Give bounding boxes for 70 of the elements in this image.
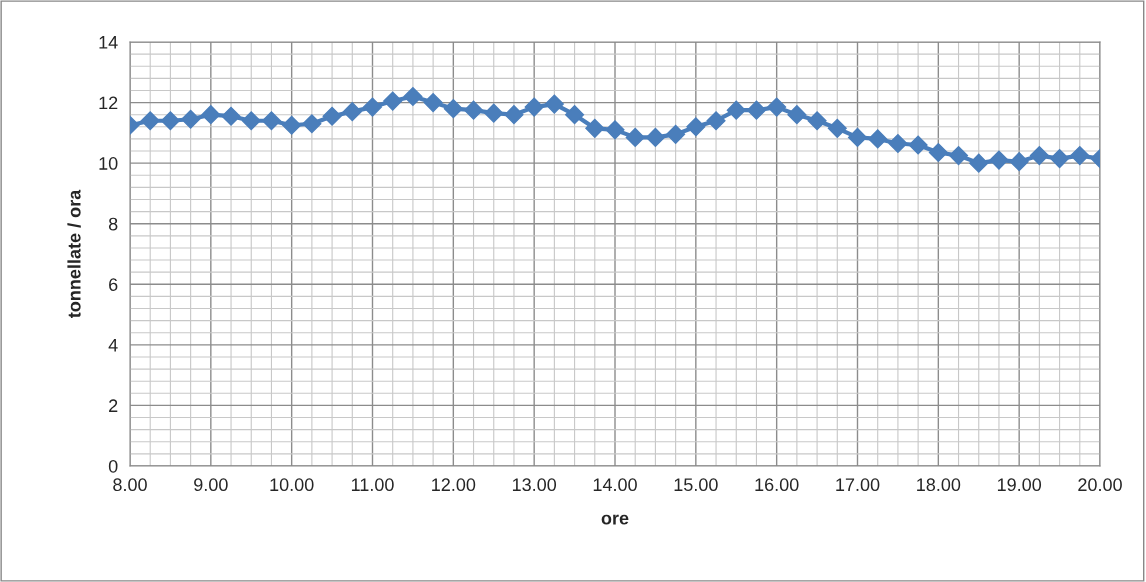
point xyxy=(645,127,665,147)
point xyxy=(989,150,1009,170)
point xyxy=(565,105,585,125)
point xyxy=(1070,146,1090,166)
y-tick-label: 4 xyxy=(108,338,118,352)
x-tick-label: 13.00 xyxy=(512,478,557,492)
point xyxy=(686,117,706,137)
x-tick-label: 17.00 xyxy=(836,478,880,492)
point xyxy=(1050,149,1070,169)
x-tick-label: 8.00 xyxy=(113,478,147,492)
point xyxy=(160,111,180,131)
point xyxy=(241,111,261,131)
x-tick-label: 19.00 xyxy=(997,478,1042,492)
point xyxy=(181,109,201,129)
x-tick-label: 18.00 xyxy=(917,478,961,492)
y-tick-label: 10 xyxy=(99,157,118,170)
point xyxy=(1009,152,1029,172)
point xyxy=(807,111,827,131)
point xyxy=(201,105,221,125)
x-tick-label: 12.00 xyxy=(432,478,476,492)
x-axis-title: ore xyxy=(601,514,629,525)
point xyxy=(362,97,383,117)
y-tick-label: 6 xyxy=(109,278,118,292)
point xyxy=(322,106,342,126)
point xyxy=(140,111,160,131)
point xyxy=(888,133,908,153)
x-tick-label: 10.00 xyxy=(270,478,314,492)
point xyxy=(928,143,948,163)
point xyxy=(746,100,766,120)
x-tick-label: 14.00 xyxy=(593,478,637,492)
point xyxy=(787,105,807,125)
point xyxy=(1029,146,1049,166)
y-tick-label: 8 xyxy=(108,217,118,231)
point xyxy=(464,100,484,120)
y-tick-label: 14 xyxy=(99,36,118,49)
point xyxy=(383,91,403,111)
y-tick-label: 2 xyxy=(109,399,118,412)
point xyxy=(868,129,888,149)
point xyxy=(342,102,362,122)
point xyxy=(443,99,463,119)
point xyxy=(827,118,847,138)
point xyxy=(625,127,645,147)
y-tick-label: 12 xyxy=(99,96,118,110)
point xyxy=(221,106,241,126)
point xyxy=(969,153,989,173)
point xyxy=(605,120,625,140)
point xyxy=(847,127,868,147)
point xyxy=(726,100,746,120)
point xyxy=(767,97,787,117)
point xyxy=(544,94,564,114)
x-tick-label: 15.00 xyxy=(674,478,718,492)
point xyxy=(706,111,726,131)
y-tick-label: 0 xyxy=(108,459,118,473)
y-axis-title: tonnellate / ora xyxy=(67,189,81,318)
point xyxy=(504,105,524,125)
point xyxy=(423,93,443,113)
point xyxy=(484,103,504,123)
point xyxy=(524,97,544,117)
x-tick-label: 16.00 xyxy=(755,478,799,492)
point xyxy=(949,146,969,166)
point xyxy=(666,124,686,144)
point xyxy=(403,86,423,107)
point xyxy=(908,135,928,155)
point xyxy=(585,118,605,138)
point xyxy=(261,111,281,131)
point xyxy=(282,115,302,135)
point xyxy=(302,114,322,134)
x-tick-label: 11.00 xyxy=(351,478,394,492)
x-tick-label: 20.00 xyxy=(1078,478,1122,492)
x-tick-label: 9.00 xyxy=(194,478,228,492)
